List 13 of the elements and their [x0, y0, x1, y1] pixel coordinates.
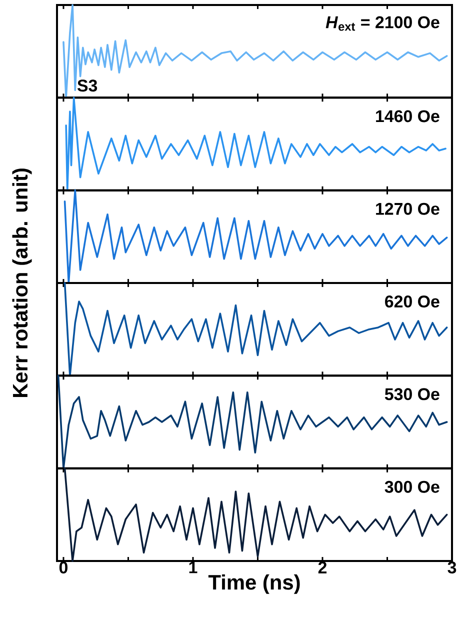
annotation: 1270 Oe — [376, 202, 440, 215]
annotation: H$_{ext}$ = 2100 Oe — [326, 16, 440, 31]
x-tick-label: 0 — [59, 562, 68, 574]
x-axis-title: Time (ns) — [208, 574, 300, 594]
x-tick-label: 3 — [448, 562, 456, 574]
annotation: 300 Oe — [384, 480, 440, 493]
y-axis-title: Kerr rotation (arb. unit) — [12, 168, 32, 398]
annotation: 530 Oe — [384, 388, 440, 400]
x-tick-label: 2 — [318, 562, 327, 574]
x-tick-label: 1 — [189, 562, 198, 574]
annotation: 620 Oe — [385, 296, 440, 308]
annotation: S3 — [77, 80, 98, 92]
annotation: 1460 Oe — [376, 110, 440, 122]
